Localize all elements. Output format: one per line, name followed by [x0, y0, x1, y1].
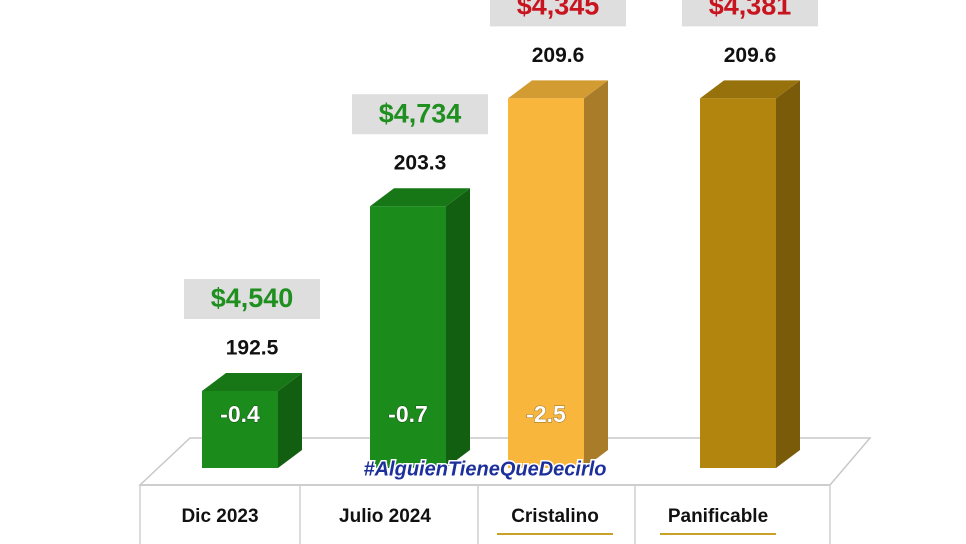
change-label: -0.7 — [388, 401, 428, 427]
bar-side — [584, 80, 608, 469]
price-label: $4,734 — [379, 98, 462, 128]
bar-top — [508, 80, 608, 99]
value-label: 192.5 — [226, 337, 279, 360]
price-label: $4,381 — [709, 0, 792, 21]
category-label: Cristalino — [511, 506, 599, 527]
value-label: 209.6 — [532, 44, 585, 67]
value-label: 203.3 — [394, 152, 447, 175]
change-label: -2.5 — [526, 401, 566, 427]
price-box — [352, 94, 488, 135]
bar-top — [700, 80, 800, 99]
bar — [700, 98, 776, 469]
category-label: Dic 2023 — [181, 506, 258, 527]
price-box — [682, 0, 818, 27]
price-label: $4,540 — [211, 283, 294, 313]
change-label: -0.4 — [220, 401, 260, 427]
bar-side — [278, 373, 302, 468]
category-label: Julio 2024 — [339, 506, 431, 527]
category-label: Panificable — [668, 506, 768, 527]
price-label: $4,345 — [517, 0, 600, 21]
bar-side — [776, 80, 800, 469]
value-label: 209.6 — [724, 44, 777, 67]
price-box — [184, 279, 320, 319]
price-box — [490, 0, 626, 27]
bar — [508, 98, 584, 469]
bar — [370, 206, 446, 468]
bar-top — [370, 188, 470, 207]
bar-top — [202, 373, 302, 391]
bar — [202, 391, 278, 468]
table-dividers — [139, 485, 831, 544]
watermark: #AlguienTieneQueDecirlo — [363, 458, 606, 480]
bar-side — [446, 188, 470, 468]
